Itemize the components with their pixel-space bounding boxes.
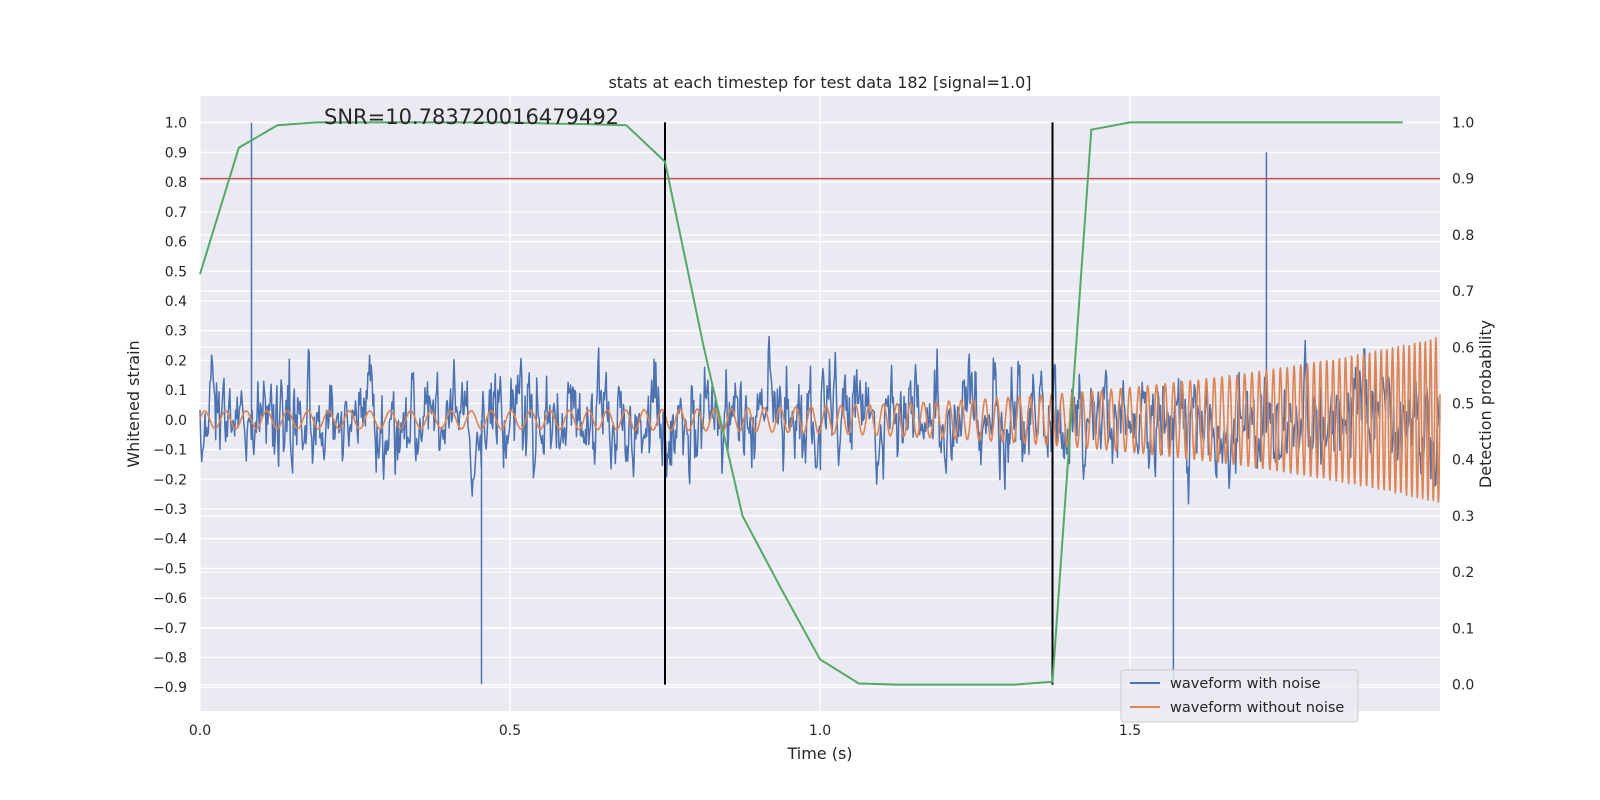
- x-axis-label: Time (s): [786, 744, 852, 763]
- y-left-tick-label: 0.2: [165, 353, 187, 369]
- y-axis-right-label: Detection probability: [1476, 320, 1495, 488]
- chart-title: stats at each timestep for test data 182…: [608, 73, 1031, 92]
- y-right-tick-labels: 0.0 0.1 0.2 0.3 0.4 0.5 0.6 0.7 0.8 0.9 1.0: [1452, 115, 1474, 693]
- x-tick-label: 0.0: [189, 723, 211, 739]
- y-left-tick-label: 0.8: [165, 175, 187, 191]
- y-left-tick-label: −0.8: [153, 651, 187, 667]
- y-right-tick-label: 0.5: [1452, 397, 1474, 413]
- y-right-tick-label: 0.6: [1452, 340, 1474, 356]
- legend-label-noise: waveform with noise: [1170, 676, 1321, 692]
- y-left-tick-label: 0.9: [165, 145, 187, 161]
- y-left-tick-label: −0.7: [153, 621, 187, 637]
- y-left-tick-label: 0.0: [165, 413, 187, 429]
- x-tick-label: 0.5: [499, 723, 521, 739]
- snr-annotation: SNR=10.783720016479492: [324, 105, 619, 129]
- series-waveform-with-noise: [199, 122, 1441, 685]
- y-right-tick-label: 0.3: [1452, 509, 1474, 525]
- y-left-tick-label: 1.0: [165, 116, 187, 132]
- series-detection-probability: [199, 121, 1403, 686]
- plot-area: [199, 121, 1441, 686]
- legend-label-clean: waveform without noise: [1170, 700, 1344, 716]
- y-left-tick-label: 0.6: [165, 235, 187, 251]
- y-right-tick-label: 0.4: [1452, 453, 1474, 469]
- y-axis-left-label: Whitened strain: [124, 340, 143, 467]
- y-left-tick-label: −0.9: [153, 680, 187, 696]
- y-left-tick-label: −0.5: [153, 561, 187, 577]
- y-right-tick-label: 0.7: [1452, 284, 1474, 300]
- y-left-tick-label: −0.1: [153, 443, 187, 459]
- y-right-tick-label: 0.0: [1452, 678, 1474, 694]
- series-waveform-without-noise: [199, 336, 1441, 503]
- y-left-tick-label: −0.3: [153, 502, 187, 518]
- x-tick-label: 1.0: [809, 723, 831, 739]
- x-tick-labels: 0.0 0.5 1.0 1.5: [189, 723, 1141, 739]
- y-left-tick-label: 0.3: [165, 324, 187, 340]
- legend: waveform with noise waveform without noi…: [1120, 669, 1359, 723]
- y-right-tick-label: 0.1: [1452, 621, 1474, 637]
- y-right-tick-label: 0.8: [1452, 228, 1474, 244]
- event-markers: [664, 122, 1054, 685]
- y-left-tick-label: −0.4: [153, 532, 187, 548]
- y-right-tick-label: 0.9: [1452, 172, 1474, 188]
- y-left-tick-label: 0.7: [165, 205, 187, 221]
- y-left-tick-labels: −0.9 −0.8 −0.7 −0.6 −0.5 −0.4 −0.3 −0.2 −0.1 0.0 0…: [153, 116, 187, 696]
- y-left-tick-label: 0.1: [165, 383, 187, 399]
- y-left-tick-label: −0.2: [153, 472, 187, 488]
- y-left-tick-label: 0.4: [165, 294, 187, 310]
- legend-box: [1120, 669, 1359, 723]
- y-right-tick-label: 0.2: [1452, 565, 1474, 581]
- y-left-tick-label: −0.6: [153, 591, 187, 607]
- x-tick-label: 1.5: [1119, 723, 1141, 739]
- y-right-tick-label: 1.0: [1452, 115, 1474, 131]
- y-left-tick-label: 0.5: [165, 264, 187, 280]
